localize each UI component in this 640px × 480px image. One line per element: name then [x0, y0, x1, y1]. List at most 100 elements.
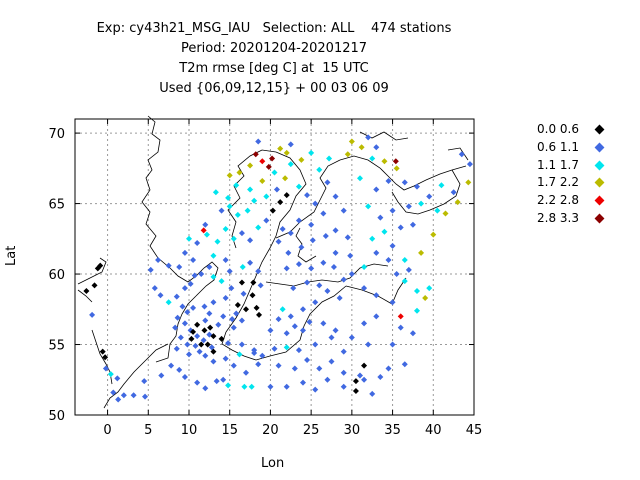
- legend-marker: [594, 142, 605, 153]
- station-point: [255, 224, 262, 231]
- station-point: [340, 369, 347, 376]
- station-point: [283, 330, 290, 337]
- station-point: [226, 203, 233, 210]
- station-point: [385, 365, 392, 372]
- station-points: [83, 134, 473, 403]
- station-point: [283, 265, 290, 272]
- station-point: [248, 383, 255, 390]
- station-point: [114, 375, 121, 382]
- station-point: [192, 342, 199, 349]
- y-axis-label: Lat: [4, 245, 19, 266]
- x-tick-label: 15: [221, 423, 238, 438]
- station-point: [210, 299, 217, 306]
- station-point: [324, 179, 331, 186]
- legend-entry: 0.0 0.6: [497, 121, 617, 139]
- station-point: [369, 235, 376, 242]
- station-point: [275, 316, 282, 323]
- station-point: [328, 358, 335, 365]
- legend: 0.0 0.6 0.6 1.1 1.1 1.7 1.7 2.2 2.2 2.8 2.8 3…: [497, 121, 617, 228]
- station-point: [210, 273, 217, 280]
- station-point: [269, 207, 276, 214]
- x-tick-label: 30: [344, 423, 361, 438]
- station-point: [176, 264, 183, 270]
- station-point: [401, 361, 408, 368]
- station-point: [369, 390, 376, 397]
- station-point: [251, 197, 258, 204]
- station-point: [267, 327, 274, 334]
- station-point: [194, 240, 201, 247]
- station-point: [401, 256, 408, 263]
- station-point: [361, 362, 368, 369]
- station-point: [181, 373, 188, 380]
- station-point: [176, 366, 183, 373]
- y-tick-label: 50: [48, 409, 65, 424]
- station-point: [401, 278, 408, 285]
- x-tick-label: 5: [144, 423, 152, 438]
- station-point: [233, 310, 240, 317]
- station-point: [269, 155, 276, 162]
- station-point: [283, 383, 290, 390]
- station-point: [414, 183, 420, 190]
- station-point: [255, 138, 262, 145]
- legend-entry: 0.6 1.1: [497, 139, 617, 157]
- station-point: [218, 335, 225, 342]
- station-point: [373, 144, 380, 151]
- station-point: [466, 161, 473, 168]
- station-point: [287, 230, 294, 237]
- station-point: [308, 221, 315, 228]
- station-point: [409, 221, 416, 228]
- station-point: [89, 311, 96, 318]
- station-point: [247, 162, 254, 169]
- station-point: [196, 348, 203, 355]
- station-point: [332, 227, 339, 234]
- station-point: [184, 341, 191, 348]
- station-point: [340, 383, 347, 390]
- axis-ticks: 0 5 10 15 20 25 30 35 40 45 50 55 60 65 70: [48, 119, 482, 438]
- station-point: [283, 192, 290, 199]
- station-point: [348, 138, 355, 145]
- station-point: [147, 266, 154, 273]
- station-point: [332, 327, 339, 334]
- station-point: [249, 292, 256, 299]
- station-point: [304, 192, 311, 199]
- station-point: [300, 327, 306, 334]
- station-point: [241, 383, 248, 390]
- station-point: [256, 311, 263, 318]
- station-point: [361, 320, 368, 327]
- station-point: [218, 207, 225, 214]
- station-point: [206, 264, 213, 270]
- station-point: [279, 306, 286, 313]
- station-point: [222, 355, 229, 362]
- station-point: [210, 358, 217, 365]
- station-point: [239, 264, 246, 270]
- station-point: [263, 217, 270, 224]
- station-point: [401, 179, 408, 186]
- y-tick-label: 65: [48, 198, 65, 213]
- station-point: [165, 299, 172, 306]
- station-point: [291, 365, 298, 372]
- station-point: [304, 279, 311, 286]
- station-point: [283, 149, 290, 156]
- station-point: [328, 334, 335, 341]
- station-point: [385, 178, 392, 185]
- y-tick-label: 60: [48, 268, 65, 283]
- station-point: [283, 344, 290, 351]
- station-point: [215, 321, 222, 328]
- station-point: [201, 327, 208, 334]
- station-point: [332, 249, 339, 256]
- station-point: [389, 299, 396, 306]
- station-point: [381, 228, 388, 235]
- station-point: [253, 304, 260, 311]
- station-point: [184, 309, 191, 316]
- station-point: [220, 376, 227, 383]
- legend-label: 0.0 0.6: [537, 122, 579, 136]
- station-point: [373, 313, 380, 320]
- station-point: [214, 238, 221, 245]
- station-point: [107, 371, 114, 378]
- station-point: [357, 372, 363, 379]
- station-point: [151, 285, 158, 292]
- x-axis-label: Lon: [261, 456, 285, 471]
- coastline: [77, 115, 469, 409]
- station-point: [285, 249, 292, 256]
- station-point: [187, 280, 194, 287]
